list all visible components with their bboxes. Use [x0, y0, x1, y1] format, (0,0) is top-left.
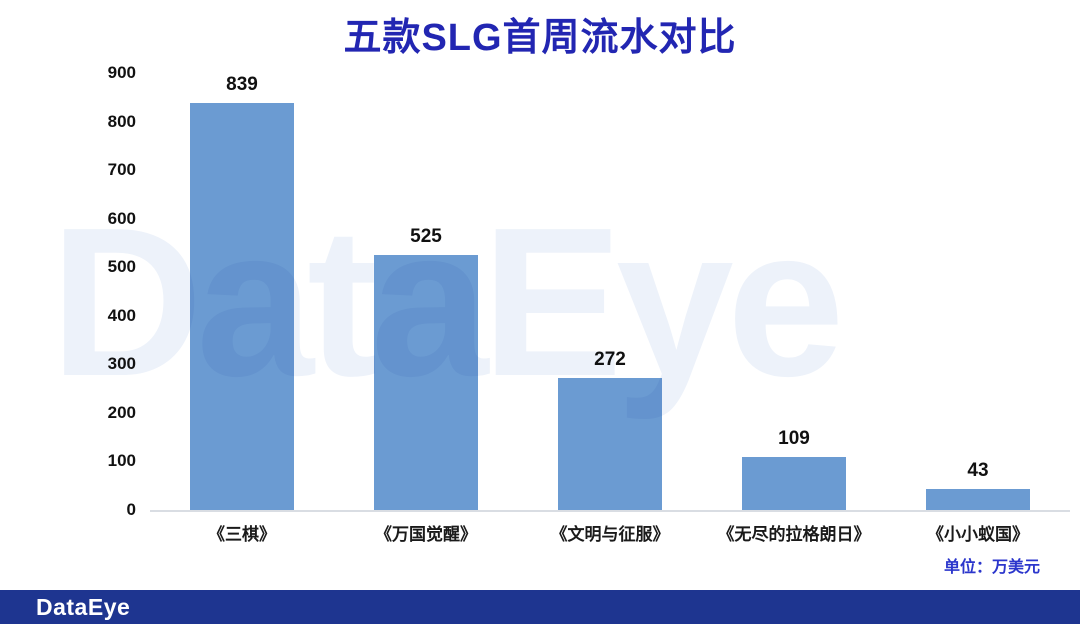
- y-tick-label: 600: [107, 208, 136, 228]
- x-category-label: 《小小蚁国》: [927, 525, 1029, 544]
- x-category-label: 《文明与征服》: [550, 525, 670, 544]
- bar: [742, 457, 846, 510]
- dataeye-logo: DataEye: [36, 593, 131, 620]
- x-category-label: 《万国觉醒》: [375, 525, 477, 544]
- bar-slot: 43: [886, 73, 1070, 510]
- y-axis: 0 100 200 300 400 500 600 700 800 900: [88, 63, 144, 519]
- bar-slot: 109: [702, 73, 886, 510]
- unit-label: 单位：万美元: [943, 559, 1040, 576]
- x-category-label: 《三棋》: [208, 525, 276, 544]
- footer-bar: DataEye: [0, 590, 1080, 624]
- bar-value-label: 839: [226, 73, 258, 95]
- bar-value-label: 43: [967, 460, 989, 482]
- chart-title: 五款SLG首周流水对比: [343, 17, 737, 59]
- bar-value-label: 525: [410, 226, 442, 248]
- y-tick-label: 0: [126, 500, 136, 519]
- y-tick-label: 300: [107, 354, 136, 374]
- y-tick-label: 700: [107, 160, 136, 180]
- bar-value-label: 109: [778, 428, 810, 450]
- y-tick-label: 100: [107, 451, 136, 471]
- x-axis-labels: 《三棋》 《万国觉醒》 《文明与征服》 《无尽的拉格朗日》 《小小蚁国》: [150, 520, 1070, 545]
- bar-slot: 272: [518, 73, 702, 510]
- bar: [558, 377, 662, 510]
- y-tick-label: 900: [107, 63, 136, 82]
- bar: [926, 489, 1030, 510]
- x-category-label: 《无尽的拉格朗日》: [717, 525, 871, 544]
- bar-slot: 839: [150, 73, 334, 510]
- bar-slot: 525: [334, 73, 518, 510]
- y-tick-label: 400: [107, 305, 136, 325]
- y-tick-label: 800: [107, 111, 136, 131]
- bar-value-label: 272: [594, 348, 626, 370]
- bar: [374, 255, 478, 510]
- bar: [190, 102, 294, 510]
- plot-area: 839 525 272 109 43: [150, 73, 1070, 512]
- y-tick-label: 200: [107, 402, 136, 422]
- y-tick-label: 500: [107, 257, 136, 277]
